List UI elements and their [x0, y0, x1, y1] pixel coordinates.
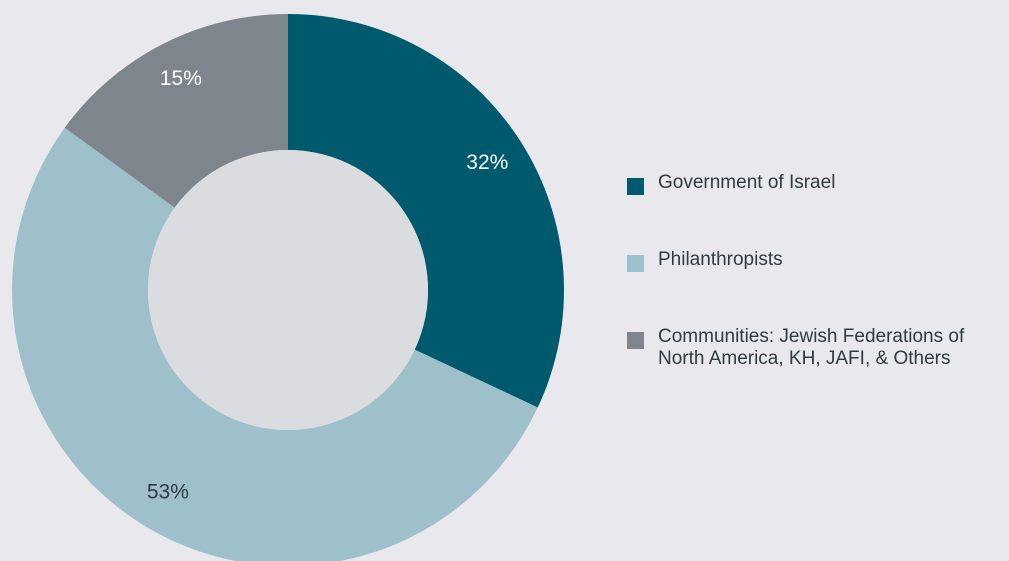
data-label-philanthropists: 53% — [147, 481, 189, 504]
legend-label-government-of-israel: Government of Israel — [658, 172, 836, 193]
slice-philanthropists — [12, 127, 538, 561]
donut-svg: 32% 53% 15% — [12, 14, 564, 561]
data-label-government-of-israel: 32% — [466, 151, 508, 174]
legend: Government of Israel Philanthropists Com… — [627, 172, 1003, 424]
donut-hole — [148, 150, 428, 430]
data-label-communities-jewish-federations-of-north-: 15% — [160, 67, 202, 90]
slice-government-of-israel — [288, 14, 564, 408]
legend-item-philanthropists: Philanthropists — [627, 249, 1003, 272]
legend-swatch-communities — [627, 332, 644, 349]
slice-communities-jewish-federations-of-north- — [64, 14, 289, 208]
legend-swatch-philanthropists — [627, 255, 644, 272]
legend-swatch-government-of-israel — [627, 178, 644, 195]
legend-item-communities: Communities: Jewish Federations of North… — [627, 326, 1003, 370]
legend-label-communities: Communities: Jewish Federations of North… — [658, 326, 965, 369]
legend-item-government-of-israel: Government of Israel — [627, 172, 1003, 195]
legend-label-philanthropists: Philanthropists — [658, 249, 783, 270]
